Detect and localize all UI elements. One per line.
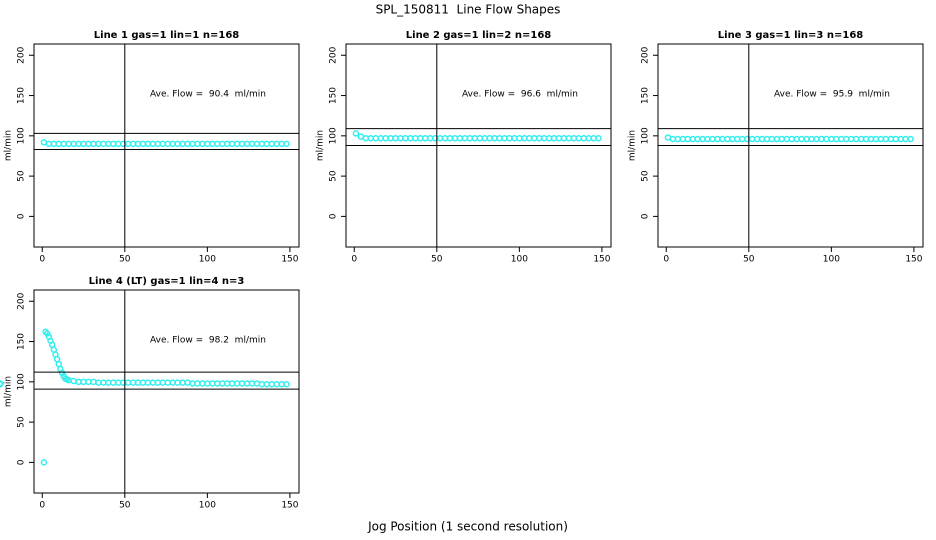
x-tick-label: 100 [823, 255, 840, 265]
panel-title: Line 1 gas=1 lin=1 n=168 [94, 30, 240, 41]
x-tick-label: 150 [905, 255, 922, 265]
data-point [253, 380, 261, 387]
x-tick-label: 0 [351, 255, 357, 265]
y-tick-label: 200 [641, 46, 651, 63]
data-point [0, 380, 4, 387]
y-axis-label: ml/min [316, 130, 326, 161]
data-point [595, 135, 602, 142]
data-point [283, 381, 290, 388]
y-tick-label: 100 [329, 127, 339, 144]
figure-title: SPL_150811 Line Flow Shapes [376, 3, 561, 17]
annotation: Ave. Flow = 98.2 ml/min [150, 336, 266, 346]
x-tick-label: 100 [511, 255, 528, 265]
x-tick-label: 50 [431, 255, 443, 265]
y-tick-label: 0 [641, 213, 651, 219]
x-axis-label: Jog Position (1 second resolution) [367, 520, 568, 534]
data-point [58, 369, 66, 377]
panel-title: Line 2 gas=1 lin=2 n=168 [406, 30, 552, 41]
data-point [70, 377, 77, 385]
y-tick-label: 0 [329, 213, 339, 219]
data-point [283, 140, 290, 148]
data-point [352, 130, 360, 137]
data-point [40, 459, 48, 466]
y-tick-label: 200 [329, 46, 339, 63]
x-tick-label: 0 [39, 255, 45, 265]
y-tick-label: 0 [17, 459, 27, 465]
panel-title: Line 4 (LT) gas=1 lin=4 n=3 [89, 276, 245, 287]
y-tick-label: 150 [17, 333, 27, 350]
y-tick-label: 50 [17, 170, 27, 182]
annotation: Ave. Flow = 95.9 ml/min [774, 90, 890, 100]
y-tick-label: 150 [329, 87, 339, 104]
y-tick-label: 200 [17, 292, 27, 309]
x-tick-label: 0 [39, 501, 45, 511]
y-tick-label: 100 [17, 373, 27, 390]
y-axis-label: ml/min [4, 130, 14, 161]
y-axis-label: ml/min [628, 130, 638, 161]
y-tick-label: 0 [17, 213, 27, 219]
panel-title: Line 3 gas=1 lin=3 n=168 [718, 30, 864, 41]
y-tick-label: 100 [641, 127, 651, 144]
x-tick-label: 150 [593, 255, 610, 265]
x-tick-label: 0 [663, 255, 669, 265]
y-tick-label: 100 [17, 127, 27, 144]
annotation: Ave. Flow = 90.4 ml/min [150, 90, 266, 100]
y-tick-label: 150 [17, 87, 27, 104]
x-tick-label: 150 [281, 255, 298, 265]
y-tick-label: 150 [641, 87, 651, 104]
y-tick-label: 200 [17, 46, 27, 63]
data-point [184, 379, 191, 386]
data-point [43, 330, 51, 337]
annotation: Ave. Flow = 96.6 ml/min [462, 90, 578, 100]
data-point [907, 135, 914, 143]
y-tick-label: 50 [17, 416, 27, 428]
data-point [90, 378, 97, 386]
plot-frame [33, 289, 300, 494]
y-tick-label: 50 [329, 170, 339, 182]
x-tick-label: 100 [199, 501, 216, 511]
y-axis-label: ml/min [4, 376, 14, 407]
x-tick-label: 50 [743, 255, 755, 265]
x-tick-label: 100 [199, 255, 216, 265]
x-tick-label: 50 [119, 501, 131, 511]
y-tick-label: 50 [641, 170, 651, 182]
x-tick-label: 50 [119, 255, 131, 265]
x-tick-label: 150 [281, 501, 298, 511]
plot-frame [33, 43, 300, 248]
